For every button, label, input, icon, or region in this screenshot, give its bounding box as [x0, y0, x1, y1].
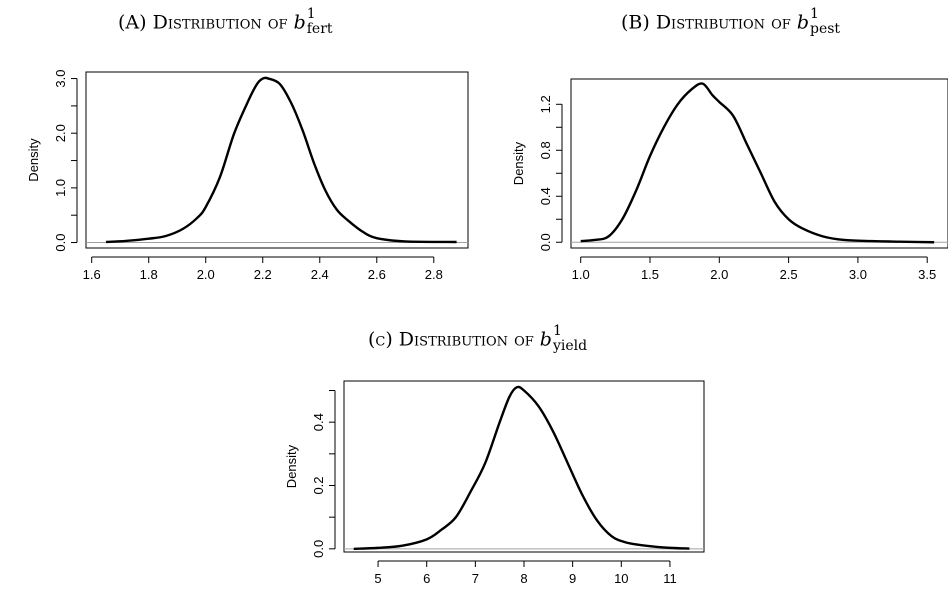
plot-frame — [343, 380, 705, 553]
caption-b: (B) Distribution of b 1 pest — [621, 6, 841, 38]
y-axis-label: Density — [284, 444, 299, 488]
density-curve — [353, 385, 690, 551]
x-tick-label: 2.4 — [311, 267, 329, 282]
x-tick-label: 1.8 — [140, 267, 158, 282]
y-tick-label: 0.4 — [538, 187, 553, 205]
y-tick-label: 0.0 — [53, 233, 68, 251]
x-tick-label: 8 — [520, 571, 527, 586]
x-tick-label: 10 — [614, 571, 628, 586]
x-tick-label: 1.5 — [641, 267, 659, 282]
plot-frame — [570, 78, 948, 249]
y-tick-label: 3.0 — [53, 70, 68, 88]
caption-a: (A) Distribution of b 1 fert — [118, 6, 333, 38]
caption-a-symbol: b — [293, 11, 306, 34]
density-curve — [580, 82, 935, 244]
x-tick-label: 2.0 — [197, 267, 215, 282]
caption-c-prefix: (c) Distribution of — [368, 328, 540, 351]
y-tick-label: 2.0 — [53, 124, 68, 142]
caption-b-superscript: 1 — [809, 6, 819, 22]
caption-a-superscript: 1 — [306, 6, 316, 22]
y-tick-label: 0.2 — [311, 476, 326, 494]
x-tick-label: 11 — [663, 571, 677, 586]
y-tick-label: 1.0 — [53, 179, 68, 197]
caption-c: (c) Distribution of b 1 yield — [368, 323, 588, 355]
x-tick-label: 3.5 — [918, 267, 936, 282]
caption-a-prefix: (A) Distribution of — [118, 11, 294, 34]
caption-a-subscript: fert — [306, 21, 333, 37]
caption-b-symbol: b — [796, 11, 809, 34]
x-tick-label: 2.5 — [780, 267, 798, 282]
caption-b-subscript: pest — [809, 21, 841, 37]
density-curve — [105, 76, 457, 244]
x-tick-label: 2.8 — [425, 267, 443, 282]
x-tick-label: 1.0 — [572, 267, 590, 282]
y-tick-label: 0.8 — [538, 141, 553, 159]
x-tick-label: 9 — [569, 571, 576, 586]
y-axis-label: Density — [26, 138, 41, 182]
x-tick-label: 2.6 — [368, 267, 386, 282]
y-tick-label: 0.4 — [311, 413, 326, 431]
x-tick-label: 6 — [423, 571, 430, 586]
caption-c-superscript: 1 — [552, 323, 562, 339]
plot-frame — [85, 71, 469, 249]
x-tick-label: 5 — [374, 571, 381, 586]
caption-c-subscript: yield — [552, 338, 588, 354]
y-tick-label: 1.2 — [538, 95, 553, 113]
x-tick-label: 1.6 — [83, 267, 101, 282]
caption-b-prefix: (B) Distribution of — [621, 11, 797, 34]
x-tick-label: 7 — [472, 571, 479, 586]
caption-c-symbol: b — [539, 328, 552, 351]
x-tick-label: 2.2 — [254, 267, 272, 282]
y-tick-label: 0.0 — [311, 540, 326, 558]
x-tick-label: 2.0 — [710, 267, 728, 282]
x-tick-label: 3.0 — [849, 267, 867, 282]
y-tick-label: 0.0 — [538, 233, 553, 251]
y-axis-label: Density — [511, 141, 526, 185]
